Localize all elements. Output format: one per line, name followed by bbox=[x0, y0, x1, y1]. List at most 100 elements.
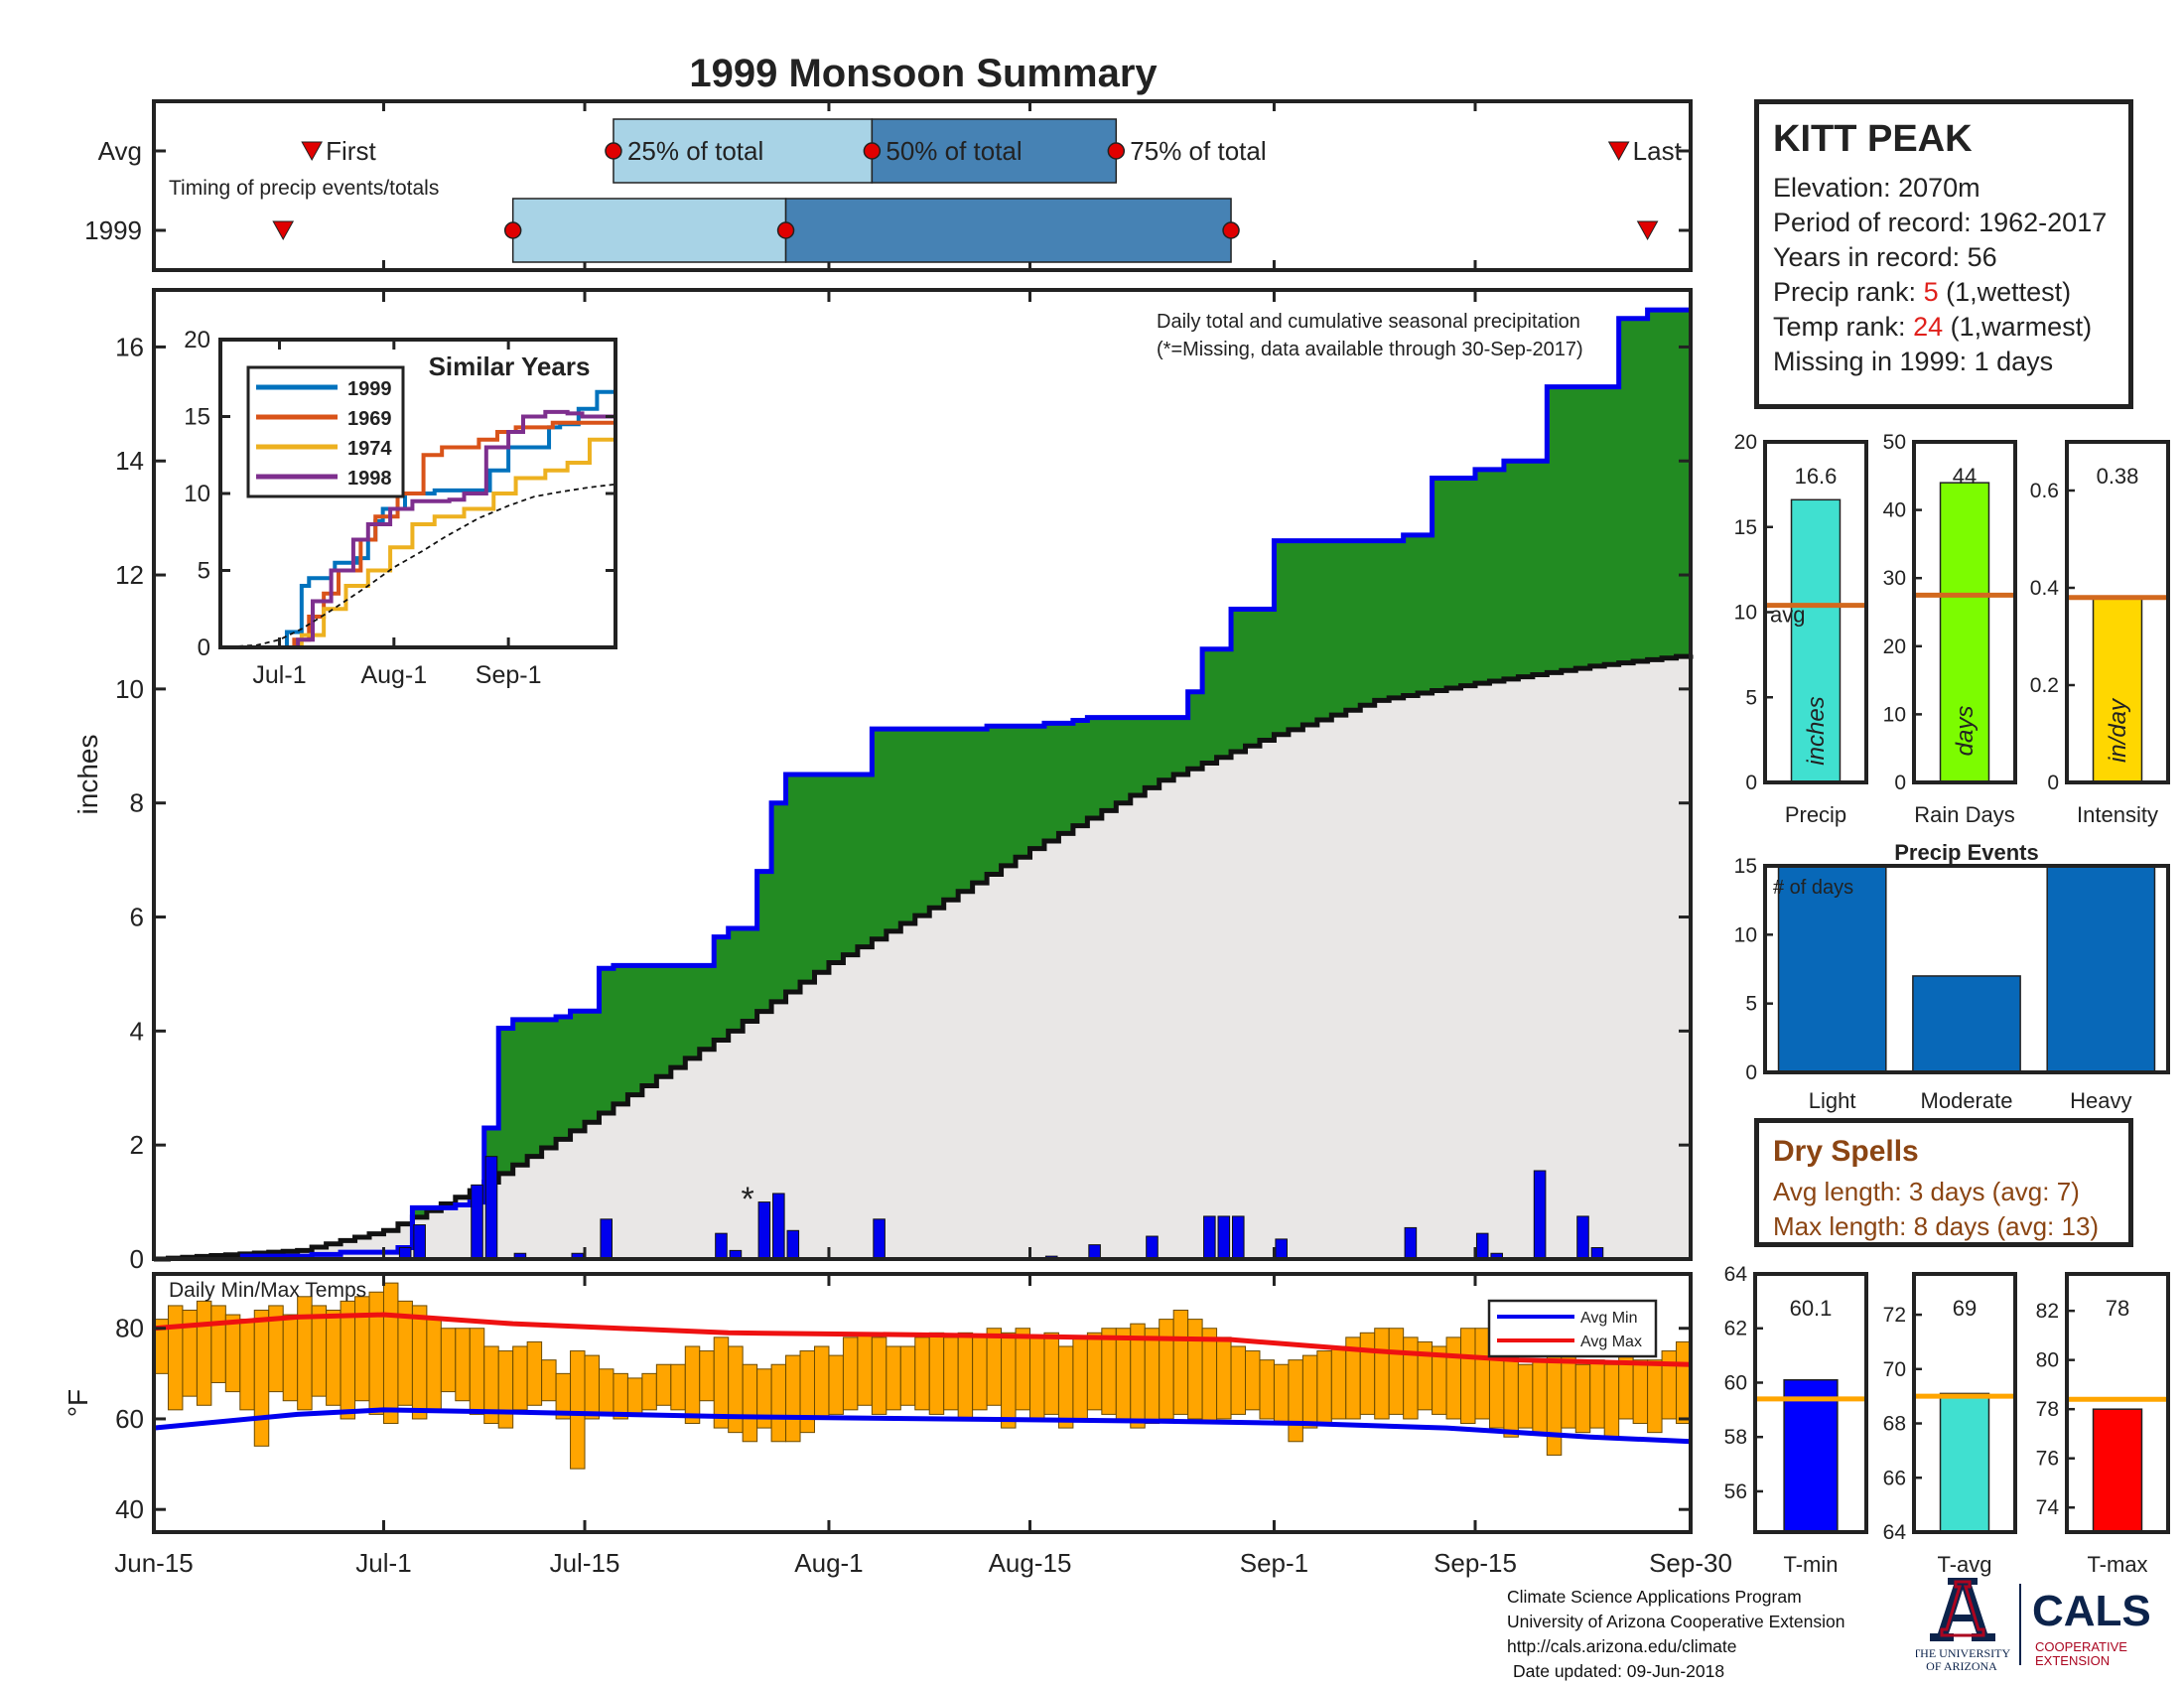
daily-precip-bar-19 bbox=[1275, 1238, 1288, 1260]
temps-xtick-label-7: Sep-30 bbox=[1649, 1548, 1732, 1578]
inset-legend-label-1998: 1998 bbox=[347, 468, 392, 490]
temp-range-bar-16 bbox=[382, 1282, 399, 1425]
temps-ytick-label-0: 40 bbox=[115, 1494, 144, 1524]
precip-events-frame bbox=[1763, 864, 2170, 1074]
daily-precip-bar-24 bbox=[1576, 1215, 1589, 1260]
temps-ytick-label-1: 60 bbox=[115, 1404, 144, 1434]
temp-range-bar-5 bbox=[224, 1314, 241, 1393]
tmin-ytick-label-1: 58 bbox=[1724, 1426, 1747, 1449]
precip-events-ylabel: # of days bbox=[1773, 877, 1853, 899]
temp-range-bar-51 bbox=[886, 1345, 901, 1411]
site-name: KITT PEAK bbox=[1773, 118, 1973, 160]
temp-rank-note: (1,warmest) bbox=[1943, 312, 2093, 342]
dry-spells-box: Dry Spells Avg length: 3 days (avg: 7) M… bbox=[1754, 1118, 2133, 1247]
intensity-ytick-label-3: 0.6 bbox=[2030, 480, 2059, 502]
precip-rank: Precip rank: 5 (1,wettest) bbox=[1773, 275, 2115, 310]
tavg-ytick-label-2: 68 bbox=[1883, 1413, 1906, 1436]
cals-sub-line-2: EXTENSION bbox=[2035, 1653, 2110, 1668]
timing-label-first: First bbox=[326, 136, 376, 166]
temp-range-bar-43 bbox=[770, 1363, 787, 1443]
temp-range-bar-14 bbox=[354, 1296, 370, 1402]
daily-precip-bar-17 bbox=[1217, 1215, 1231, 1260]
temp-range-bar-72 bbox=[1187, 1319, 1203, 1420]
temp-range-bar-35 bbox=[655, 1363, 672, 1406]
university-logos: THE UNIVERSITY OF ARIZONA CALS COOPERATI… bbox=[1916, 1578, 2151, 1673]
intensity-bar bbox=[2092, 597, 2143, 783]
precip-events-label-light: Light bbox=[1809, 1088, 1856, 1113]
timing-1999-q2-bar bbox=[784, 198, 1232, 263]
daily-precip-bar-20 bbox=[1404, 1226, 1418, 1260]
inset-legend-label-1999: 1999 bbox=[347, 378, 392, 400]
intensity-ytick-label-2: 0.4 bbox=[2030, 577, 2060, 600]
temp-range-bar-90 bbox=[1445, 1336, 1462, 1420]
tmax-ytick-label-4: 82 bbox=[2036, 1300, 2059, 1323]
daily-precip-bar-11 bbox=[786, 1229, 800, 1260]
precip-rank-label: Precip rank: bbox=[1773, 277, 1924, 307]
temp-range-bar-4 bbox=[210, 1305, 226, 1383]
timing-avg-first-triangle bbox=[301, 141, 323, 162]
tmax-ytick-label-3: 80 bbox=[2036, 1349, 2059, 1372]
temp-range-bar-45 bbox=[799, 1350, 815, 1434]
daily-precip-bar-23 bbox=[1533, 1170, 1547, 1260]
timing-label-25: 25% of total bbox=[627, 136, 763, 166]
tavg-bar bbox=[1939, 1392, 1990, 1533]
intensity-frame bbox=[2065, 440, 2170, 784]
precip-ytick-label-0: 0 bbox=[130, 1244, 144, 1274]
temp-range-bar-92 bbox=[1474, 1328, 1490, 1420]
tmax-category-label: T-max bbox=[2087, 1552, 2147, 1577]
temp-range-bar-77 bbox=[1259, 1359, 1275, 1420]
similar-year-line-1974 bbox=[220, 428, 617, 649]
footer-line-2: University of Arizona Cooperative Extens… bbox=[1507, 1612, 1845, 1631]
temp-range-bar-55 bbox=[943, 1336, 959, 1411]
similar-year-line-1998 bbox=[220, 409, 617, 649]
cals-logo: CALS bbox=[2032, 1587, 2151, 1635]
precip-total-ytick-label-2: 10 bbox=[1734, 602, 1757, 625]
temp-range-bar-6 bbox=[239, 1319, 255, 1411]
temp-range-bar-26 bbox=[526, 1340, 543, 1406]
temp-range-bar-106 bbox=[1676, 1340, 1692, 1425]
temp-range-bar-38 bbox=[699, 1350, 715, 1402]
ua-name-line-1: THE UNIVERSITY bbox=[1916, 1646, 2010, 1660]
cumulative-1999-line bbox=[239, 307, 1691, 1259]
tmin-category-label: T-min bbox=[1784, 1552, 1839, 1577]
temps-xtick-label-6: Sep-15 bbox=[1433, 1548, 1517, 1578]
precip-panel-title: Daily total and cumulative seasonal prec… bbox=[1157, 311, 1580, 333]
temp-range-bar-97 bbox=[1546, 1354, 1563, 1456]
precip-ytick-label-6: 12 bbox=[115, 560, 144, 590]
temps-xtick-label-4: Aug-15 bbox=[989, 1548, 1072, 1578]
inset-legend-label-1974: 1974 bbox=[347, 438, 392, 460]
precip-total-category-label: Precip bbox=[1785, 802, 1846, 827]
intensity-unit-label: in/day bbox=[2105, 697, 2131, 763]
temp-range-bar-78 bbox=[1273, 1363, 1290, 1425]
temp-range-bar-75 bbox=[1230, 1345, 1247, 1415]
temp-range-bar-1 bbox=[167, 1305, 184, 1411]
rain-days-ytick-label-2: 20 bbox=[1883, 635, 1906, 658]
timing-subtitle: Timing of precip events/totals bbox=[169, 177, 439, 200]
temp-range-bar-69 bbox=[1144, 1328, 1160, 1425]
timing-avg-p50-marker bbox=[863, 142, 882, 160]
temps-title: Daily Min/Max Temps bbox=[169, 1279, 366, 1302]
inset-ytick-label-0: 0 bbox=[198, 634, 210, 661]
precip-rank-value: 5 bbox=[1923, 277, 1939, 307]
timing-panel-frame bbox=[152, 99, 1693, 272]
temp-range-bar-54 bbox=[928, 1332, 945, 1415]
daily-precip-bar-10 bbox=[772, 1193, 785, 1260]
temp-range-bar-30 bbox=[584, 1354, 600, 1420]
precip-events-ytick-label-0: 0 bbox=[1745, 1061, 1757, 1084]
precip-total-value-label: 16.6 bbox=[1795, 464, 1838, 489]
tmin-ytick-label-3: 62 bbox=[1724, 1318, 1747, 1340]
temps-xtick-label-3: Aug-1 bbox=[794, 1548, 863, 1578]
temp-range-bar-11 bbox=[311, 1305, 328, 1397]
temp-range-bar-56 bbox=[957, 1332, 974, 1420]
temp-range-bar-81 bbox=[1316, 1350, 1332, 1425]
temp-range-bar-57 bbox=[972, 1336, 988, 1411]
daily-precip-bar-18 bbox=[1231, 1215, 1245, 1260]
daily-precip-bar-12 bbox=[873, 1218, 886, 1260]
tavg-category-label: T-avg bbox=[1937, 1552, 1991, 1577]
daily-precip-bar-1 bbox=[413, 1224, 426, 1260]
temp-range-bar-48 bbox=[842, 1336, 859, 1411]
precip-events-label-heavy: Heavy bbox=[2070, 1088, 2131, 1113]
temp-rank: Temp rank: 24 (1,warmest) bbox=[1773, 310, 2115, 345]
temp-range-bar-95 bbox=[1517, 1363, 1534, 1429]
